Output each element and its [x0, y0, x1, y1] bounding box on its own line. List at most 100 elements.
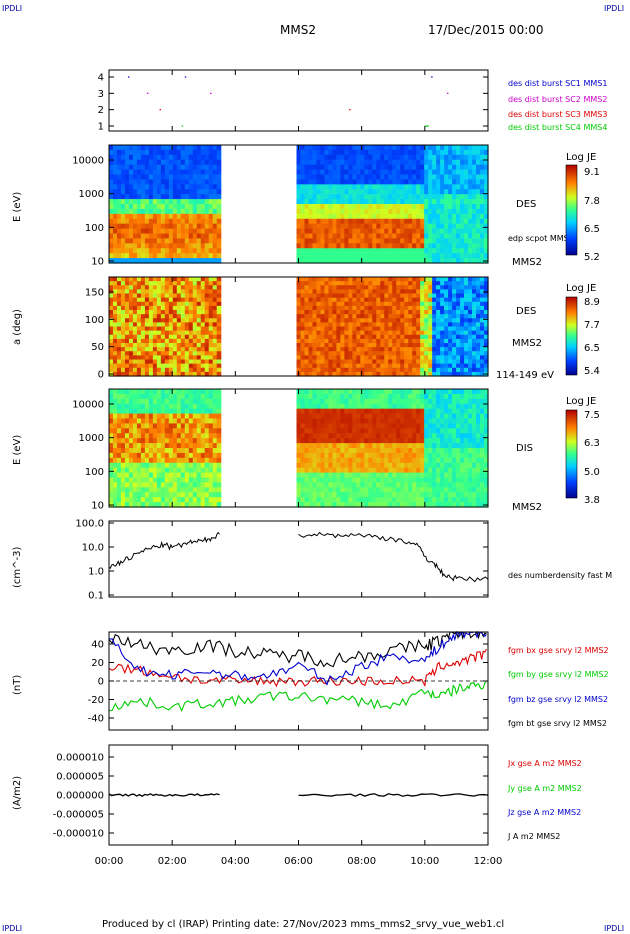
heatmap-cell: [384, 218, 389, 225]
heatmap-cell: [336, 371, 341, 377]
heatmap-cell: [184, 293, 190, 299]
heatmap-cell: [416, 314, 421, 319]
heatmap-cell: [400, 314, 405, 319]
heatmap-cell: [200, 208, 206, 215]
heatmap-cell: [444, 277, 449, 282]
heatmap-cell: [296, 367, 302, 373]
heatmap-cell: [480, 199, 485, 205]
heatmap-cell: [304, 477, 310, 484]
heatmap-cell: [344, 492, 349, 498]
heatmap-cell: [300, 322, 306, 328]
heatmap-cell: [204, 492, 210, 498]
heatmap-cell: [128, 297, 134, 303]
heatmap-cell: [308, 218, 314, 225]
heatmap-cell: [112, 248, 118, 254]
heatmap-cell: [180, 199, 186, 205]
heatmap-cell: [384, 497, 389, 503]
heatmap-cell: [388, 223, 393, 230]
heatmap-cell: [448, 159, 453, 166]
heatmap-cell: [436, 199, 441, 205]
heatmap-cell: [109, 443, 114, 449]
heatmap-cell: [392, 305, 397, 311]
heatmap-cell: [212, 179, 218, 185]
heatmap-cell: [456, 204, 461, 210]
heatmap-cell: [168, 418, 174, 425]
heatmap-cell: [200, 330, 206, 336]
heatmap-cell: [440, 363, 445, 369]
heatmap-cell: [348, 243, 353, 249]
des-pitch-energy-label: 114-149 eV: [496, 370, 554, 381]
heatmap-cell: [424, 213, 429, 220]
heatmap-cell: [304, 330, 310, 336]
heatmap-cell: [200, 305, 206, 311]
heatmap-cell: [412, 289, 417, 295]
heatmap-cell: [109, 477, 114, 484]
heatmap-cell: [112, 305, 118, 311]
heatmap-cell: [400, 305, 405, 311]
heatmap-cell: [300, 159, 306, 166]
heatmap-cell: [336, 184, 341, 190]
heatmap-cell: [436, 174, 441, 181]
heatmap-cell: [316, 497, 322, 503]
heatmap-cell: [152, 477, 158, 484]
heatmap-cell: [336, 301, 341, 307]
heatmap-cell: [336, 164, 341, 171]
heatmap-cell: [316, 492, 322, 498]
heatmap-cell: [208, 149, 214, 156]
heatmap-cell: [152, 179, 158, 185]
heatmap-cell: [328, 418, 334, 425]
heatmap-cell: [192, 359, 198, 365]
heatmap-cell: [124, 334, 130, 340]
heatmap-cell: [308, 403, 314, 410]
heatmap-cell: [296, 418, 302, 425]
heatmap-cell: [112, 228, 118, 235]
heatmap-cell: [156, 403, 162, 410]
heatmap-cell: [192, 418, 198, 425]
heatmap-cell: [348, 228, 353, 235]
heatmap-cell: [216, 443, 222, 449]
heatmap-cell: [124, 322, 130, 328]
heatmap-cell: [304, 438, 310, 444]
heatmap-cell: [320, 314, 326, 319]
heatmap-cell: [112, 457, 118, 464]
heatmap-cell: [332, 326, 337, 332]
heatmap-cell: [136, 189, 142, 195]
heatmap-cell: [420, 199, 425, 205]
heatmap-cell: [124, 398, 130, 405]
heatmap-cell: [392, 164, 397, 171]
heatmap-cell: [456, 174, 461, 181]
heatmap-cell: [400, 223, 405, 230]
heatmap-cell: [140, 482, 146, 488]
heatmap-cell: [412, 233, 417, 240]
current-legend-j: J A m2 MMS2: [508, 832, 561, 841]
heatmap-cell: [144, 334, 150, 340]
heatmap-cell: [144, 218, 150, 225]
heatmap-cell: [424, 314, 429, 319]
heatmap-cell: [200, 343, 206, 348]
heatmap-cell: [336, 462, 341, 469]
heatmap-cell: [109, 326, 114, 332]
heatmap-cell: [124, 228, 130, 235]
heatmap-cell: [432, 289, 437, 295]
heatmap-cell: [348, 159, 353, 166]
heatmap-cell: [300, 253, 306, 259]
heatmap-cell: [312, 433, 318, 439]
heatmap-cell: [152, 492, 158, 498]
heatmap-cell: [312, 359, 318, 365]
heatmap-cell: [212, 297, 218, 303]
heatmap-cell: [152, 248, 158, 254]
heatmap-cell: [428, 351, 433, 356]
heatmap-cell: [168, 438, 174, 444]
heatmap-cell: [312, 326, 318, 332]
heatmap-cell: [124, 452, 130, 459]
heatmap-cell: [436, 233, 441, 240]
heatmap-cell: [109, 228, 114, 235]
heatmap-cell: [160, 213, 166, 220]
heatmap-cell: [440, 334, 445, 340]
heatmap-cell: [476, 334, 481, 340]
heatmap-cell: [360, 293, 365, 299]
heatmap-cell: [120, 238, 126, 244]
heatmap-cell: [480, 228, 485, 235]
heatmap-cell: [448, 351, 453, 356]
heatmap-cell: [164, 326, 170, 332]
